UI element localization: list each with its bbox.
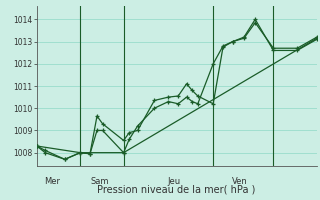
Text: Jeu: Jeu xyxy=(167,177,180,186)
Text: Mer: Mer xyxy=(44,177,60,186)
Text: Ven: Ven xyxy=(232,177,248,186)
Text: Sam: Sam xyxy=(91,177,109,186)
Text: Pression niveau de la mer( hPa ): Pression niveau de la mer( hPa ) xyxy=(97,184,255,194)
